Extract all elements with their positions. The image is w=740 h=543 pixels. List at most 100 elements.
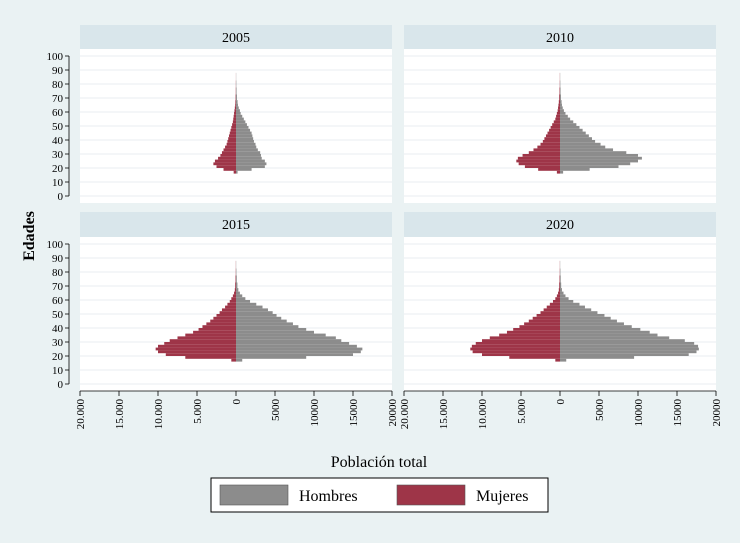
bar-hombres-2020-age-63 [560,294,565,297]
x-tick-label-7: 15000 [348,399,360,427]
y-tick-label-20: 20 [52,163,64,175]
bar-mujeres-2020-age-31 [482,339,560,342]
bar-hombres-2010-age-23 [560,162,630,165]
bar-hombres-2020-age-39 [560,328,640,331]
x-tick-label-4: 0 [555,399,567,405]
bar-hombres-2005-age-57 [236,115,242,118]
bar-mujeres-2020-age-19 [509,356,560,359]
bar-mujeres-2020-age-65 [558,292,560,295]
bar-mujeres-2020-age-39 [513,328,560,331]
bar-hombres-2005-age-55 [236,118,244,121]
bar-mujeres-2005-age-47 [231,129,236,132]
bar-hombres-2005-age-21 [236,165,265,168]
bar-mujeres-2010-age-27 [518,157,560,160]
bar-hombres-2010-age-35 [560,146,605,149]
bar-mujeres-2020-age-27 [472,345,560,348]
bar-mujeres-2020-age-25 [470,348,560,351]
bar-hombres-2015-age-27 [236,345,357,348]
bar-hombres-2010-age-75 [560,88,561,95]
bar-hombres-2015-age-29 [236,342,349,345]
bar-mujeres-2015-age-35 [185,334,236,337]
bar-hombres-2010-age-43 [560,134,589,137]
bar-mujeres-2010-age-31 [529,151,560,154]
bar-hombres-2005-age-61 [236,109,240,112]
bar-hombres-2015-age-53 [236,308,268,311]
bar-hombres-2020-age-75 [560,276,561,283]
bar-mujeres-2005-age-65 [235,104,236,107]
legend-label-mujeres: Mujeres [476,488,528,505]
bar-mujeres-2015-age-47 [213,317,236,320]
x-tick-label-0: 20.000 [399,399,411,430]
bar-hombres-2005-age-31 [236,151,260,154]
bar-hombres-2015-age-67 [236,288,238,292]
y-tick-label-60: 60 [52,295,64,307]
bar-hombres-2005-age-59 [236,112,241,115]
bar-mujeres-2020-age-51 [541,311,561,314]
bar-mujeres-2010-age-55 [555,118,560,121]
bar-mujeres-2015-age-31 [170,339,236,342]
bar-mujeres-2015-age-29 [164,342,236,345]
bar-mujeres-2010-age-21 [525,165,560,168]
bar-hombres-2010-age-41 [560,137,592,140]
bar-mujeres-2015-age-65 [234,292,236,295]
facet-title-2020: 2020 [546,218,574,233]
bar-mujeres-2005-age-25 [215,160,236,163]
bar-hombres-2015-age-17 [236,359,242,362]
bar-hombres-2015-age-57 [236,303,256,306]
bar-mujeres-2020-age-35 [499,334,560,337]
bar-hombres-2005-age-25 [236,160,265,163]
bar-hombres-2005-age-75 [236,88,237,95]
bar-hombres-2010-age-33 [560,148,613,151]
bar-mujeres-2010-age-70 [559,95,560,101]
bar-mujeres-2010-age-23 [519,162,560,165]
y-tick-label-40: 40 [52,323,64,335]
bar-hombres-2015-age-51 [236,311,273,314]
bar-hombres-2015-age-45 [236,320,287,323]
bar-mujeres-2015-age-37 [193,331,236,334]
bar-hombres-2020-age-37 [560,331,650,334]
bar-hombres-2010-age-63 [560,106,563,109]
facet-title-2010: 2010 [546,31,574,46]
bar-mujeres-2010-age-39 [543,140,560,143]
y-tick-label-50: 50 [52,309,64,321]
bar-hombres-2015-age-65 [236,292,240,295]
bar-mujeres-2015-age-21 [166,353,236,356]
bar-hombres-2020-age-55 [560,306,585,309]
bar-hombres-2015-age-63 [236,294,242,297]
bar-hombres-2020-age-33 [560,336,669,339]
bar-hombres-2015-age-59 [236,300,250,303]
bar-hombres-2005-age-51 [236,123,247,126]
x-tick-label-0: 20.000 [75,399,87,430]
bar-hombres-2020-age-43 [560,322,624,325]
bar-mujeres-2005-age-49 [231,126,236,129]
bar-hombres-2010-age-61 [560,109,564,112]
bar-hombres-2015-age-75 [236,276,237,283]
bar-mujeres-2005-age-57 [234,115,236,118]
bar-mujeres-2015-age-61 [231,297,236,300]
bar-hombres-2020-age-17 [560,359,566,362]
x-tick-label-2: 10.000 [153,399,165,430]
bar-hombres-2005-age-65 [236,104,238,107]
bar-mujeres-2020-age-37 [507,331,560,334]
y-tick-label-40: 40 [52,135,64,147]
bar-hombres-2010-age-55 [560,118,570,121]
bar-hombres-2020-age-53 [560,308,591,311]
bar-mujeres-2005-age-19 [224,168,236,171]
bar-mujeres-2010-age-29 [523,154,560,157]
bar-mujeres-2015-age-33 [178,336,237,339]
bar-hombres-2005-age-39 [236,140,254,143]
x-tick-label-5: 5000 [270,399,282,422]
bar-hombres-2020-age-65 [560,292,564,295]
bar-mujeres-2005-age-41 [228,137,236,140]
bar-mujeres-2010-age-59 [557,112,560,115]
bar-mujeres-2010-age-19 [538,168,560,171]
bar-mujeres-2020-age-55 [547,306,560,309]
bar-hombres-2015-age-49 [236,314,277,317]
bar-mujeres-2005-age-33 [224,148,236,151]
bar-hombres-2005-age-27 [236,157,262,160]
bar-mujeres-2015-age-19 [185,356,236,359]
bar-hombres-2010-age-45 [560,132,586,135]
bar-hombres-2015-age-43 [236,322,293,325]
bar-hombres-2015-age-35 [236,334,326,337]
